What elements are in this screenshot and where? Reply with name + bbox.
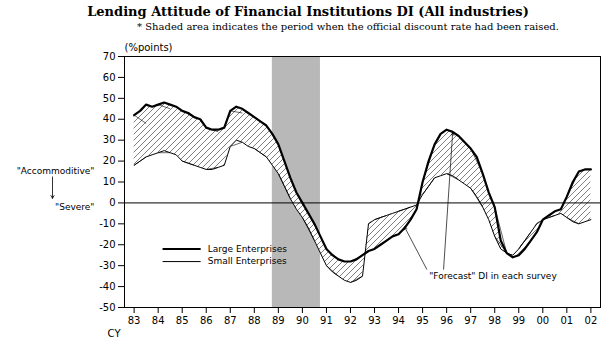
svg-text:(%points): (%points) [125,42,173,53]
svg-text:-30: -30 [99,260,115,271]
html-text:* Shaded area indicates the pe: * Shaded area indicates the period when … [137,21,559,32]
svg-text:91: 91 [320,315,333,326]
svg-text:50: 50 [103,93,116,104]
svg-text:40: 40 [103,113,116,124]
svg-text:86: 86 [200,315,213,326]
svg-text:87: 87 [224,315,237,326]
svg-text:-40: -40 [99,281,115,292]
svg-text:"Accommoditive": "Accommoditive" [17,166,95,176]
svg-text:85: 85 [176,315,189,326]
svg-text:Small Enterprises: Small Enterprises [208,256,287,266]
svg-text:CY: CY [108,328,122,339]
svg-text:93: 93 [368,315,381,326]
svg-text:90: 90 [296,315,309,326]
svg-text:-50: -50 [99,302,115,313]
svg-text:20: 20 [103,155,116,166]
svg-text:99: 99 [512,315,525,326]
svg-text:97: 97 [464,315,477,326]
svg-text:30: 30 [103,134,116,145]
svg-text:60: 60 [103,72,116,83]
svg-text:01: 01 [560,315,573,326]
svg-text:92: 92 [344,315,357,326]
svg-text:0: 0 [109,197,115,208]
svg-text:98: 98 [488,315,501,326]
html-text:Lending Attitude of Financial: Lending Attitude of Financial Institutio… [87,4,529,19]
svg-text:"Severe": "Severe" [55,202,94,212]
svg-text:-10: -10 [99,218,115,229]
svg-text:88: 88 [248,315,261,326]
svg-text:96: 96 [440,315,453,326]
svg-text:Large Enterprises: Large Enterprises [208,244,287,254]
svg-text:84: 84 [152,315,165,326]
svg-text:89: 89 [272,315,285,326]
svg-text:00: 00 [536,315,549,326]
svg-text:10: 10 [103,176,116,187]
svg-text:-20: -20 [99,239,115,250]
svg-text:95: 95 [416,315,429,326]
svg-text:94: 94 [392,315,405,326]
svg-text:70: 70 [103,51,116,62]
svg-text:02: 02 [585,315,598,326]
svg-text:"Forecast" DI in each survey: "Forecast" DI in each survey [429,271,557,281]
svg-text:83: 83 [128,315,141,326]
